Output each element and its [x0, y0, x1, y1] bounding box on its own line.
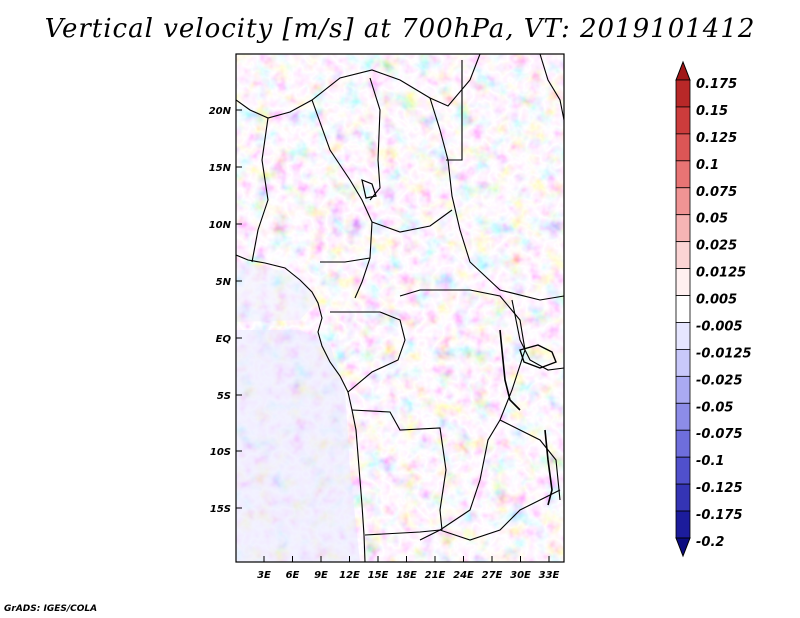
border-h — [330, 311, 406, 393]
colorbar-label: -0.175 — [696, 508, 743, 523]
colorbar-swatch — [675, 483, 691, 512]
colorbar-swatch — [675, 79, 691, 108]
lon-tick-label: 12E — [339, 570, 360, 581]
coastlines-borders — [236, 54, 564, 562]
border-e — [446, 60, 463, 161]
colorbar-label: 0.175 — [696, 77, 737, 92]
border-c — [369, 77, 381, 201]
lake-chad — [361, 179, 377, 199]
lat-tick-label: 15S — [210, 504, 231, 515]
colorbar: 0.175 0.15 0.125 0.1 0.075 0.05 0.025 0.0125 0.0… — [675, 60, 752, 558]
colorbar-swatch — [675, 214, 691, 243]
colorbar-swatch — [675, 375, 691, 404]
colorbar-swatch — [675, 160, 691, 189]
colorbar-label: 0.15 — [696, 104, 728, 119]
lat-tick-label: 10S — [210, 447, 231, 458]
gulf-area — [236, 262, 318, 322]
longitude-axis: 3E 6E 9E 12E 15E 18E 21E 24E 27E 30E 33E — [257, 556, 560, 581]
lon-tick-label: 6E — [286, 570, 300, 581]
border-g — [320, 257, 371, 263]
lon-tick-label: 27E — [482, 570, 503, 581]
west-coastline — [236, 254, 366, 562]
colorbar-label: -0.075 — [696, 427, 743, 442]
lon-tick-label: 33E — [539, 570, 560, 581]
colorbar-swatch — [675, 295, 691, 323]
colorbar-label: -0.005 — [696, 319, 743, 334]
border-b — [311, 99, 373, 299]
border-n — [539, 54, 564, 121]
lat-tick-label: 20N — [209, 106, 232, 117]
velocity-field — [236, 54, 564, 562]
colorbar-swatch — [675, 106, 691, 135]
colorbar-swatch — [675, 402, 691, 431]
border-d — [429, 97, 564, 301]
colorbar-label: 0.0125 — [696, 266, 746, 281]
ocean-area — [236, 330, 360, 562]
border-f — [371, 209, 453, 233]
northern-borders — [236, 54, 481, 119]
border-a — [251, 117, 269, 263]
colorbar-swatch — [675, 510, 691, 539]
colorbar-label: -0.05 — [696, 400, 733, 415]
lon-tick-label: 21E — [425, 570, 446, 581]
latitude-axis: 20N 15N 10N 5N EQ 5S 10S 15S — [209, 106, 242, 515]
lon-tick-label: 18E — [396, 570, 417, 581]
colorbar-label: 0.075 — [696, 185, 737, 200]
colorbar-swatch — [675, 429, 691, 458]
lon-tick-label: 24E — [453, 570, 474, 581]
map-panel — [235, 53, 565, 563]
colorbar-swatch — [675, 456, 691, 485]
colorbar-label: -0.025 — [696, 373, 743, 388]
border-k — [364, 489, 561, 541]
colorbar-label: -0.1 — [696, 454, 724, 469]
lon-tick-label: 15E — [368, 570, 389, 581]
colorbar-label: 0.05 — [696, 212, 728, 227]
lat-tick-label: EQ — [216, 334, 232, 345]
chart-title: Vertical velocity [m/s] at 700hPa, VT: 2… — [44, 14, 756, 44]
lon-tick-label: 9E — [314, 570, 328, 581]
colorbar-swatch — [675, 133, 691, 162]
border-j — [351, 409, 447, 531]
colorbar-label: 0.125 — [696, 131, 737, 146]
lat-tick-label: 15N — [209, 163, 232, 174]
colorbar-label: 0.025 — [696, 239, 737, 254]
colorbar-label: 0.005 — [696, 293, 737, 308]
border-l — [499, 419, 561, 501]
border-m — [511, 299, 564, 371]
lat-tick-label: 5N — [216, 277, 232, 288]
colorbar-swatch — [675, 322, 691, 350]
lat-tick-label: 10N — [209, 220, 232, 231]
colorbar-swatch — [675, 187, 691, 216]
border-i — [399, 289, 526, 541]
colorbar-label: -0.2 — [696, 535, 724, 550]
credit-text: GrADS: IGES/COLA — [4, 604, 98, 614]
colorbar-top-arrow — [675, 60, 691, 81]
colorbar-swatch — [675, 349, 691, 377]
colorbar-label: 0.1 — [696, 158, 719, 173]
lake-victoria — [519, 344, 557, 369]
lat-tick-label: 5S — [217, 391, 231, 402]
colorbar-label: -0.125 — [696, 481, 743, 496]
colorbar-label: -0.0125 — [696, 346, 752, 361]
lon-tick-label: 30E — [510, 570, 531, 581]
lake-malawi — [544, 429, 553, 506]
colorbar-swatch — [675, 241, 691, 269]
lake-tanganyika — [499, 329, 521, 411]
map-frame — [235, 53, 565, 563]
colorbar-swatch — [675, 268, 691, 296]
lon-tick-label: 3E — [257, 570, 271, 581]
colorbar-bottom-arrow — [675, 537, 691, 558]
